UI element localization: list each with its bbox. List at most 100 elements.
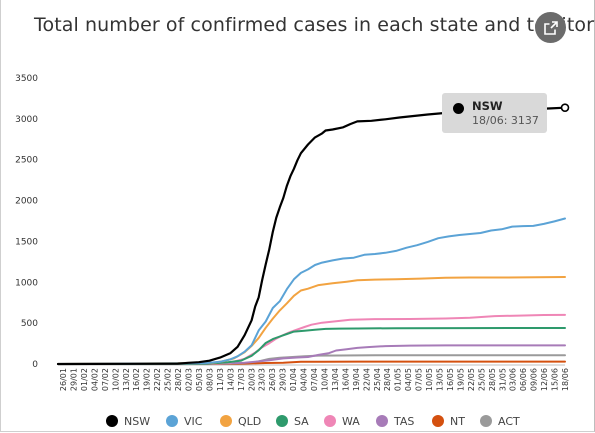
series-line-sa[interactable] xyxy=(57,327,566,365)
legend-swatch xyxy=(324,415,336,427)
chart-title: Total number of confirmed cases in each … xyxy=(34,14,595,36)
tooltip-series-name: NSW xyxy=(472,99,503,113)
legend-label: ACT xyxy=(498,415,520,428)
x-tick-label: 26/03 xyxy=(268,368,277,391)
x-tick-label: 25/02 xyxy=(164,368,173,391)
x-tick-label: 14/03 xyxy=(226,368,235,391)
x-tick-label: 22/02 xyxy=(153,368,162,391)
x-tick-label: 12/06 xyxy=(540,368,549,391)
x-tick-label: 29/01 xyxy=(69,368,78,391)
x-tick-label: 28/05 xyxy=(488,368,497,391)
x-tick-label: 29/03 xyxy=(279,368,288,391)
x-tick-label: 28/04 xyxy=(383,368,392,391)
x-tick-label: 09/06 xyxy=(530,368,539,391)
legend-label: QLD xyxy=(238,415,261,428)
x-tick-label: 16/02 xyxy=(132,368,141,391)
x-tick-label: 23/03 xyxy=(258,368,267,391)
x-tick-label: 07/05 xyxy=(415,368,424,391)
legend-item-nsw[interactable]: NSW xyxy=(106,415,150,428)
legend-label: WA xyxy=(342,415,360,428)
x-tick-label: 07/02 xyxy=(101,368,110,391)
x-tick-label: 28/02 xyxy=(174,368,183,391)
x-tick-label: 01/02 xyxy=(80,368,89,391)
hover-point-marker[interactable] xyxy=(560,103,570,112)
x-tick-label: 08/03 xyxy=(205,368,214,391)
legend-swatch xyxy=(276,415,288,427)
legend-swatch xyxy=(376,415,388,427)
legend-swatch xyxy=(106,415,118,427)
series-layer xyxy=(56,106,567,366)
x-tick-label: 16/05 xyxy=(446,368,455,391)
x-tick-label: 05/03 xyxy=(195,368,204,391)
x-tick-label: 04/04 xyxy=(300,368,309,391)
y-tick-label: 3500 xyxy=(15,74,38,84)
legend-label: NSW xyxy=(124,415,150,428)
y-tick-label: 500 xyxy=(21,319,38,329)
legend: NSW VIC QLD SA WA TAS NT ACT xyxy=(106,415,520,428)
legend-item-nt[interactable]: NT xyxy=(432,415,465,428)
x-tick-label: 19/05 xyxy=(456,368,465,391)
series-line-vic[interactable] xyxy=(57,217,566,365)
legend-swatch xyxy=(432,415,444,427)
x-tick-label: 04/02 xyxy=(90,368,99,391)
series-line-qld[interactable] xyxy=(57,276,566,365)
legend-swatch xyxy=(166,415,178,427)
x-tick-label: 01/04 xyxy=(289,368,298,391)
x-tick-label: 11/03 xyxy=(216,368,225,391)
x-tick-label: 13/05 xyxy=(436,368,445,391)
x-tick-label: 06/06 xyxy=(519,368,528,391)
y-tick-label: 0 xyxy=(32,360,38,370)
x-tick-label: 10/02 xyxy=(111,368,120,391)
x-axis: 26/01 29/01 01/02 04/02 07/02 10/02 13/02 16/02… xyxy=(58,364,570,391)
x-tick-label: 19/02 xyxy=(143,368,152,391)
tooltip-value: 18/06: 3137 xyxy=(472,114,539,127)
legend-item-wa[interactable]: WA xyxy=(324,415,360,428)
x-tick-label: 13/02 xyxy=(122,368,131,391)
legend-item-vic[interactable]: VIC xyxy=(166,415,203,428)
x-tick-label: 15/06 xyxy=(551,368,560,391)
y-tick-label: 1500 xyxy=(15,237,38,247)
x-tick-label: 25/04 xyxy=(373,368,382,391)
x-tick-label: 31/05 xyxy=(498,368,507,391)
x-tick-label: 10/04 xyxy=(320,368,329,391)
y-tick-label: 1000 xyxy=(15,278,38,288)
share-icon xyxy=(543,20,558,35)
x-tick-label: 17/03 xyxy=(237,368,246,391)
x-tick-label: 02/03 xyxy=(185,368,194,391)
x-tick-label: 22/04 xyxy=(362,368,371,391)
legend-item-tas[interactable]: TAS xyxy=(376,415,414,428)
legend-item-qld[interactable]: QLD xyxy=(220,415,261,428)
x-tick-label: 10/05 xyxy=(425,368,434,391)
x-tick-label: 19/04 xyxy=(352,368,361,391)
y-tick-label: 2000 xyxy=(15,197,38,207)
x-tick-label: 04/05 xyxy=(404,368,413,391)
legend-label: NT xyxy=(450,415,465,428)
y-axis: 0 500 1000 1500 2000 2500 3000 3500 xyxy=(15,74,38,370)
x-tick-label: 03/06 xyxy=(509,368,518,391)
y-tick-label: 2500 xyxy=(15,156,38,166)
x-tick-label: 07/04 xyxy=(310,368,319,391)
legend-label: SA xyxy=(294,415,309,428)
x-tick-label: 01/05 xyxy=(394,368,403,391)
x-tick-label: 18/06 xyxy=(561,368,570,391)
legend-item-act[interactable]: ACT xyxy=(480,415,520,428)
tooltip-series-dot xyxy=(453,103,464,114)
legend-swatch xyxy=(480,415,492,427)
x-tick-label: 16/04 xyxy=(341,368,350,391)
x-tick-label: 25/05 xyxy=(477,368,486,391)
x-tick-label: 26/01 xyxy=(59,368,68,391)
marker-layer xyxy=(560,103,570,112)
legend-label: TAS xyxy=(393,415,414,428)
legend-label: VIC xyxy=(184,415,203,428)
y-tick-label: 3000 xyxy=(15,115,38,125)
series-line-tas[interactable] xyxy=(57,344,566,365)
share-button[interactable] xyxy=(535,12,566,43)
legend-item-sa[interactable]: SA xyxy=(276,415,309,428)
legend-swatch xyxy=(220,415,232,427)
tooltip: NSW 18/06: 3137 xyxy=(442,93,547,133)
series-line-nsw[interactable] xyxy=(56,106,567,366)
x-tick-label: 13/04 xyxy=(331,368,340,391)
x-tick-label: 22/05 xyxy=(467,368,476,391)
x-tick-label: 20/03 xyxy=(247,368,256,391)
